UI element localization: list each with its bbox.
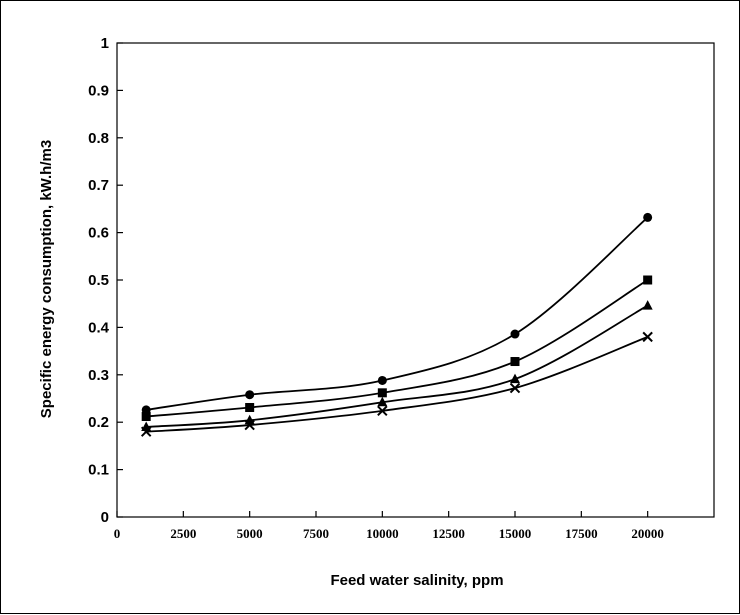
y-tick-label: 0.5: [88, 272, 109, 289]
data-point-circle: [377, 375, 387, 385]
series-cross: [140, 331, 653, 437]
data-point-square: [643, 275, 653, 285]
data-point-square: [141, 412, 151, 422]
x-axis-title: Feed water salinity, ppm: [330, 572, 503, 589]
data-point-cross: [244, 419, 255, 431]
y-tick-label: 0.4: [88, 319, 110, 336]
series-line-circle: [146, 216, 649, 411]
data-point-circle: [245, 390, 255, 400]
data-point-square: [510, 357, 520, 367]
y-tick-label: 0.3: [88, 367, 109, 384]
x-tick-label: 0: [114, 526, 121, 541]
data-point-square: [245, 403, 255, 413]
axes-layer: [116, 42, 715, 518]
series-layer: [140, 212, 653, 437]
series-square: [141, 275, 653, 422]
plot-area-border: [116, 42, 715, 518]
x-tick-label: 20000: [631, 526, 664, 541]
x-tick-label: 2500: [170, 526, 196, 541]
data-point-circle: [643, 212, 653, 222]
x-tick-label: 5000: [237, 526, 263, 541]
x-tick-label: 12500: [432, 526, 465, 541]
x-tick-label: 17500: [565, 526, 598, 541]
data-point-cross: [377, 405, 388, 417]
y-axis-title: Specific energy consumption, kW.h/m3: [38, 140, 55, 418]
ticks-layer: 0 0.1 0.2 0.3 0.4 0.5 0.6 0.7 0.8 0.9 1 0 2500 5000 75…: [88, 35, 664, 541]
data-point-cross: [140, 426, 152, 437]
y-tick-label: 0.8: [88, 130, 109, 147]
data-point-circle: [510, 329, 520, 339]
y-tick-label: 0.7: [88, 177, 109, 194]
data-point-triangle: [377, 396, 388, 407]
y-tick-label: 0.9: [88, 82, 109, 99]
y-tick-label: 0: [101, 509, 109, 526]
x-tick-label: 7500: [303, 526, 329, 541]
data-point-cross: [509, 382, 521, 394]
data-point-square: [377, 388, 387, 398]
x-tick-label: 10000: [366, 526, 399, 541]
y-tick-label: 0.6: [88, 225, 109, 242]
data-point-triangle: [642, 300, 653, 310]
y-tick-label: 0.2: [88, 414, 109, 431]
y-tick-label: 0.1: [88, 462, 109, 479]
series-circle: [141, 212, 653, 415]
series-line-square: [146, 279, 649, 418]
x-tick-label: 15000: [499, 526, 532, 541]
data-point-cross: [642, 331, 653, 343]
y-tick-label: 1: [101, 35, 109, 52]
data-point-triangle: [510, 373, 520, 384]
